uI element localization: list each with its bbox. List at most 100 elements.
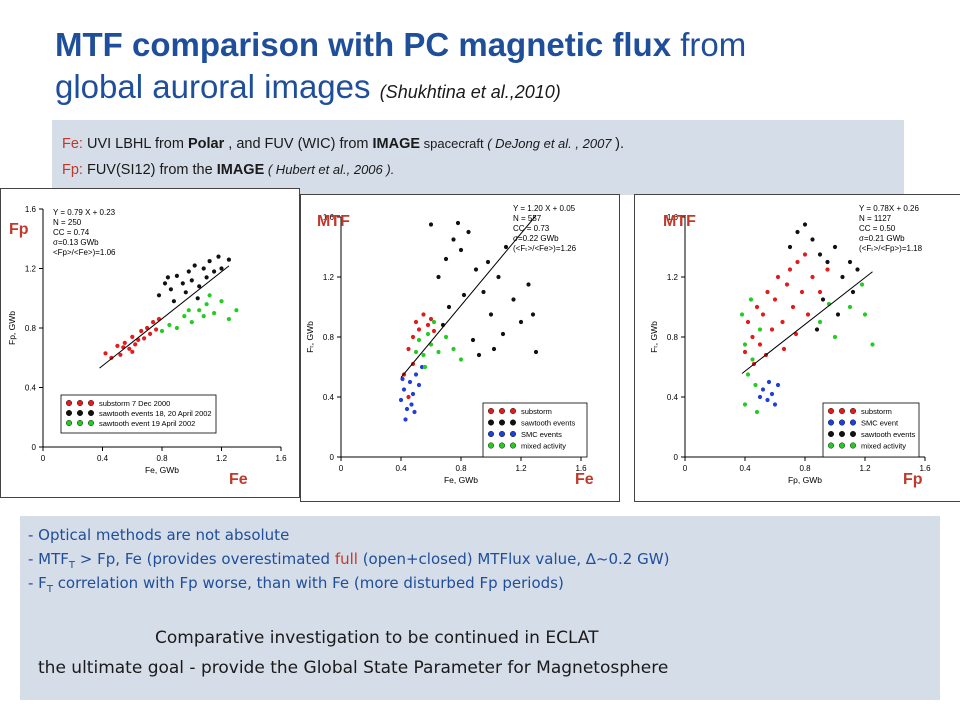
data-point-red <box>145 325 150 331</box>
data-point-red <box>103 351 108 356</box>
legend-marker <box>827 407 834 414</box>
legend-marker <box>509 419 516 426</box>
data-point-black <box>458 247 464 253</box>
data-point-green <box>436 349 441 355</box>
note-2-a: - MTF <box>28 550 69 568</box>
data-point-green <box>458 357 464 362</box>
data-point-green <box>862 312 868 317</box>
data-point-red <box>127 346 132 351</box>
fe-text3: spacecraft <box>420 136 488 151</box>
data-point-black <box>496 274 501 280</box>
data-point-blue <box>760 387 766 392</box>
data-point-green <box>186 308 191 313</box>
legend-marker <box>498 442 505 449</box>
legend-marker <box>65 419 72 426</box>
title-line2: global auroral images <box>55 68 371 105</box>
data-point-black <box>165 275 170 280</box>
legend-marker <box>498 407 505 414</box>
data-point-black <box>526 282 531 287</box>
legend-marker <box>87 399 94 406</box>
note-2-c: (open+closed) MTFlux value, ∆~0.2 GW) <box>357 550 670 568</box>
data-point-blue <box>766 379 772 385</box>
data-point-red <box>760 312 766 317</box>
data-point-black <box>455 220 461 226</box>
data-point-black <box>212 269 217 274</box>
note-3-sub: T <box>46 584 53 595</box>
data-point-black <box>530 312 536 317</box>
x-tick-label: 0.4 <box>739 464 751 473</box>
legend-marker <box>487 442 494 449</box>
data-point-green <box>189 320 194 325</box>
data-point-red <box>805 312 811 317</box>
legend-marker <box>827 430 834 437</box>
data-point-black <box>491 346 497 352</box>
chart-panel-fp-vs-fe: 0 0.4 0.8 1.2 1.6 0 0.4 0.8 1.2 1.6 Fe, GWb Fp, GWb… <box>0 188 300 498</box>
y-tick-label: 0.8 <box>323 333 335 342</box>
legend-marker <box>487 419 494 426</box>
legend-marker <box>849 407 856 414</box>
data-point-blue <box>398 397 404 403</box>
data-point-black <box>817 252 823 257</box>
legend-marker <box>498 419 505 426</box>
legend-marker <box>509 442 516 449</box>
data-point-black <box>847 259 853 265</box>
note-3: - FT correlation with Fp worse, than wit… <box>28 574 564 595</box>
data-point-black <box>820 297 826 302</box>
legend-marker <box>838 430 845 437</box>
regression-line <box>400 215 537 378</box>
data-point-green <box>416 337 422 343</box>
y-axis-label: Fp, GWb <box>7 311 17 345</box>
data-point-black <box>192 263 197 268</box>
fe-cite: ( DeJong et al. , 2007 <box>487 136 616 151</box>
legend-marker <box>849 430 856 437</box>
y-tick-label: 0.4 <box>323 393 335 402</box>
fe-source-line: Fe: UVI LBHL from Polar , and FUV (WIC) … <box>62 136 624 152</box>
data-point-black <box>500 331 506 337</box>
data-point-black <box>814 327 820 332</box>
data-point-green <box>859 282 865 287</box>
data-point-black <box>832 244 838 250</box>
data-point-green <box>174 325 179 331</box>
data-point-blue <box>410 391 416 397</box>
legend-marker <box>838 407 845 414</box>
data-point-green <box>443 334 449 340</box>
data-point-red <box>406 346 411 352</box>
data-point-black <box>226 257 231 262</box>
legend-label: substorm <box>521 407 552 416</box>
data-point-black <box>446 304 452 310</box>
data-point-green <box>817 319 823 325</box>
data-point-black <box>485 259 491 265</box>
legend-label: SMC events <box>521 430 562 439</box>
data-point-blue <box>409 402 414 407</box>
regression-line <box>741 271 873 374</box>
data-point-red <box>799 289 805 295</box>
data-point-blue <box>769 391 775 397</box>
data-point-black <box>201 266 206 271</box>
data-point-red <box>410 334 416 340</box>
x-tick-label: 0.8 <box>799 464 811 473</box>
data-point-black <box>787 244 793 250</box>
data-point-green <box>753 382 758 388</box>
data-point-red <box>425 322 431 328</box>
data-point-red <box>421 312 426 317</box>
stats-line: N = 557 <box>513 214 542 223</box>
data-point-green <box>201 314 206 319</box>
x-tick-label: 0.8 <box>455 464 467 473</box>
x-tick-label: 0 <box>41 454 46 463</box>
note-3-a: - F <box>28 574 47 592</box>
data-point-green <box>870 342 875 347</box>
data-point-red <box>118 352 123 357</box>
data-point-red <box>428 316 434 322</box>
data-point-black <box>186 269 191 274</box>
y-tick-label: 1.2 <box>323 273 335 282</box>
scatter-chart-mtf-vs-fe: 0 0.4 0.8 1.2 1.6 0 0.4 0.8 1.2 1.6 Fe, GWb Fₜ, GWb… <box>305 204 588 485</box>
stats-line: σ=0.21 GWb <box>859 234 905 243</box>
data-point-blue <box>400 376 405 382</box>
data-point-green <box>207 293 212 298</box>
legend-marker <box>76 419 83 426</box>
data-point-black <box>481 289 486 295</box>
legend-marker <box>65 399 72 406</box>
data-point-green <box>219 299 224 304</box>
data-point-red <box>406 394 411 400</box>
y-tick-label: 0.4 <box>667 393 679 402</box>
